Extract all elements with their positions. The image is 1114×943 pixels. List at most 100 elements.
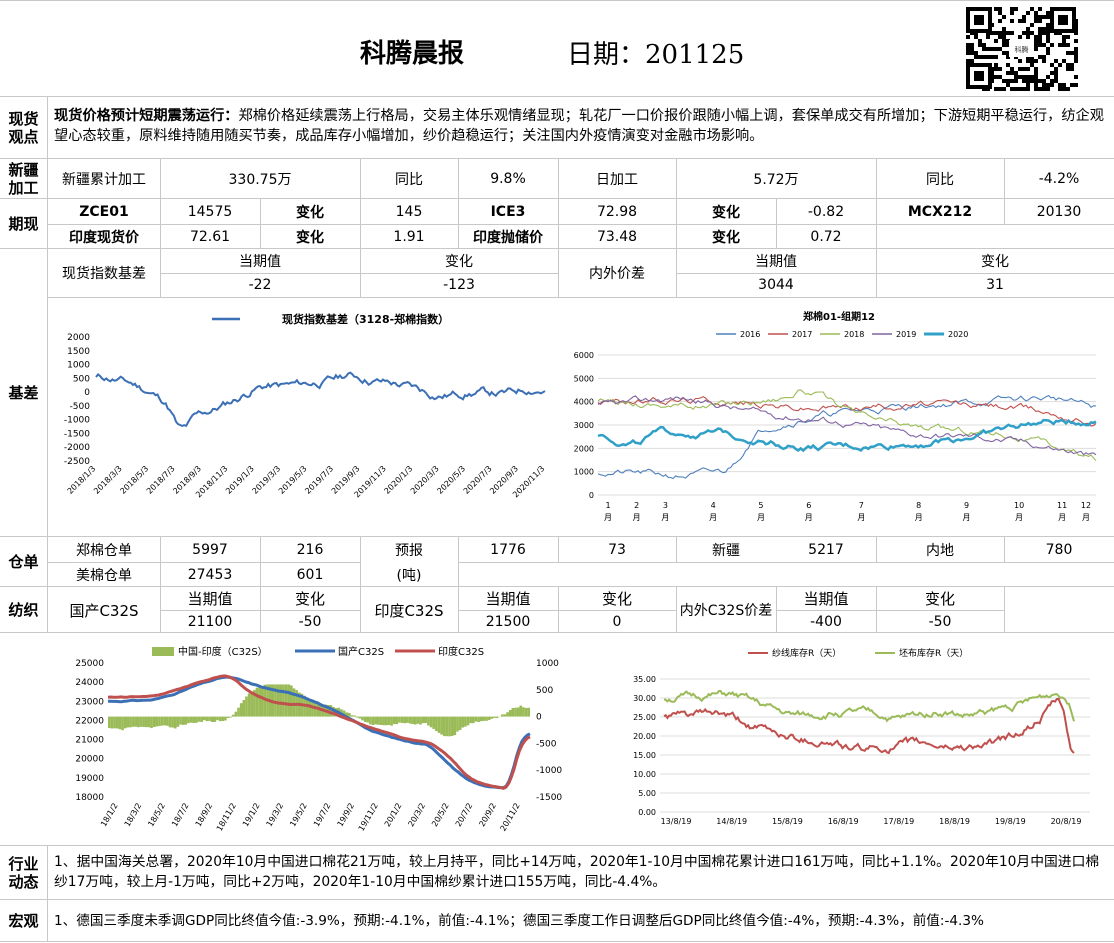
spread-x-unit: 月 bbox=[915, 513, 923, 522]
spread-x-tick: 7 bbox=[859, 501, 864, 510]
qr-module bbox=[1002, 87, 1006, 91]
yarn-spread-bar bbox=[144, 716, 148, 728]
yarn-spread-bar bbox=[121, 716, 124, 731]
spot-view-text: 现货价格预计短期震荡运行：郑棉价格延续震荡上行格局，交易主体乐观情绪显现；轧花厂… bbox=[54, 106, 1110, 146]
yarn-spread-bar bbox=[195, 716, 198, 723]
qr-module bbox=[1014, 71, 1018, 75]
spread-legend-label: 2017 bbox=[792, 330, 812, 339]
yarn-y-right-tick: 500 bbox=[536, 686, 553, 696]
yarn-spread-bar bbox=[440, 716, 443, 735]
qr-module bbox=[982, 47, 986, 51]
zce-change-label: 变化 bbox=[296, 204, 324, 221]
basis-y-tick: -2500 bbox=[64, 457, 90, 467]
spread-y-tick: 0 bbox=[589, 491, 594, 500]
basis-label: 基差 bbox=[0, 249, 48, 536]
qr-module bbox=[1062, 83, 1066, 87]
yarn-spread-bar bbox=[466, 716, 470, 726]
qr-module bbox=[1050, 43, 1054, 47]
qr-module bbox=[1018, 59, 1022, 63]
stock-x-tick: 15/8/19 bbox=[772, 817, 803, 826]
yarn-spread-bar bbox=[253, 689, 256, 717]
industry-section: 行业动态 1、据中国海关总署，2020年10月中国进口棉花21万吨，较上月持平，… bbox=[0, 846, 1114, 900]
xj-daily-yoy-value: -4.2% bbox=[1038, 171, 1080, 187]
yarn-spread-bar bbox=[342, 710, 346, 717]
basis-chart-title: 现货指数基差（3128-郑棉指数） bbox=[282, 312, 449, 326]
forecast-value: 1776 bbox=[490, 541, 526, 558]
qr-module bbox=[982, 43, 986, 47]
yarn-spread-bar bbox=[289, 685, 293, 717]
yarn-spread-bar bbox=[210, 716, 214, 723]
qr-module bbox=[1074, 55, 1078, 59]
qr-module bbox=[1030, 7, 1034, 11]
yarn-spread-bar bbox=[213, 716, 217, 722]
qr-module bbox=[998, 35, 1002, 39]
spread-x-tick: 5 bbox=[758, 501, 763, 510]
yarn-spread-bar bbox=[110, 716, 114, 729]
qr-module bbox=[1074, 75, 1078, 79]
spread-series-2016 bbox=[597, 394, 1097, 480]
qr-module bbox=[1046, 47, 1050, 51]
yarn-spread-bar bbox=[508, 710, 512, 717]
yarn-spread-bar bbox=[208, 716, 211, 721]
qr-module bbox=[1034, 59, 1038, 63]
india-spot-change-value: 1.91 bbox=[393, 228, 425, 245]
qr-module bbox=[966, 47, 970, 51]
yarn-spread-bar bbox=[202, 716, 206, 721]
yarn-spread-bar bbox=[150, 716, 153, 729]
qr-module bbox=[1010, 67, 1014, 71]
qr-module bbox=[1038, 7, 1042, 11]
qr-module bbox=[970, 59, 974, 63]
qr-module bbox=[978, 39, 982, 43]
yarn-spread-bar bbox=[355, 716, 359, 718]
qr-module bbox=[1014, 7, 1018, 11]
qr-module bbox=[966, 43, 970, 47]
yarn-y-right-tick: 1000 bbox=[536, 659, 559, 669]
yarn-spread-bar bbox=[403, 716, 407, 724]
qr-module bbox=[1010, 19, 1014, 23]
qr-module bbox=[1038, 35, 1042, 39]
qr-module bbox=[998, 47, 1002, 51]
qr-module bbox=[1054, 59, 1058, 63]
yarn-spread-bar bbox=[424, 716, 428, 723]
spread-legend-label: 2020 bbox=[948, 330, 968, 339]
yarn-y-left-tick: 20000 bbox=[75, 755, 104, 765]
spread-x-unit: 月 bbox=[604, 513, 612, 522]
qr-module bbox=[1070, 67, 1074, 71]
qr-finder bbox=[974, 15, 984, 25]
yarn-spread-bar bbox=[419, 716, 422, 725]
yarn-x-tick: 19/5/2 bbox=[288, 802, 309, 829]
yarn-spread-bar bbox=[134, 716, 138, 727]
qr-module bbox=[1042, 55, 1046, 59]
yarn-spread-bar bbox=[255, 687, 259, 717]
zce-label: ZCE01 bbox=[79, 203, 129, 220]
dom-change-header: 变化 bbox=[294, 590, 325, 608]
qr-module bbox=[1022, 67, 1026, 71]
india-c32s-line bbox=[107, 674, 531, 791]
xj-cum-value: 330.75万 bbox=[228, 172, 292, 188]
macro-label: 宏观 bbox=[0, 900, 48, 941]
qr-module bbox=[1010, 87, 1014, 91]
futures-section: 期现 ZCE01 14575 变化 145 ICE3 72.98 变化 -0.8… bbox=[0, 199, 1114, 249]
qr-module bbox=[990, 55, 994, 59]
qr-logo-bg bbox=[1009, 40, 1034, 57]
qr-module bbox=[1030, 31, 1034, 35]
yarn-spread-bar bbox=[471, 716, 475, 724]
yarn-x-tick: 19/9/2 bbox=[336, 802, 357, 829]
spread-x-tick: 12 bbox=[1081, 501, 1091, 510]
yarn-spread-bar bbox=[382, 716, 385, 726]
yarn-spread-bar bbox=[308, 699, 312, 717]
yarn-spread-bar bbox=[432, 716, 436, 729]
yarn-spread-bar bbox=[437, 716, 441, 733]
yarn-spread-bar bbox=[500, 714, 504, 717]
spread-x-unit: 月 bbox=[1058, 513, 1066, 522]
qr-module bbox=[974, 35, 978, 39]
spread-x-unit: 月 bbox=[1015, 513, 1023, 522]
yarn-spread-bar bbox=[279, 684, 283, 717]
intl-current-value: 3044 bbox=[758, 277, 794, 293]
yarn-spread-bar bbox=[231, 714, 235, 717]
yarn-spread-bar bbox=[527, 707, 530, 717]
yarn-spread-bar bbox=[229, 716, 232, 718]
spread-series-2017 bbox=[597, 396, 1097, 427]
yarn-spread-bar bbox=[197, 716, 201, 722]
spot-view-label: 现货观点 bbox=[0, 97, 48, 158]
